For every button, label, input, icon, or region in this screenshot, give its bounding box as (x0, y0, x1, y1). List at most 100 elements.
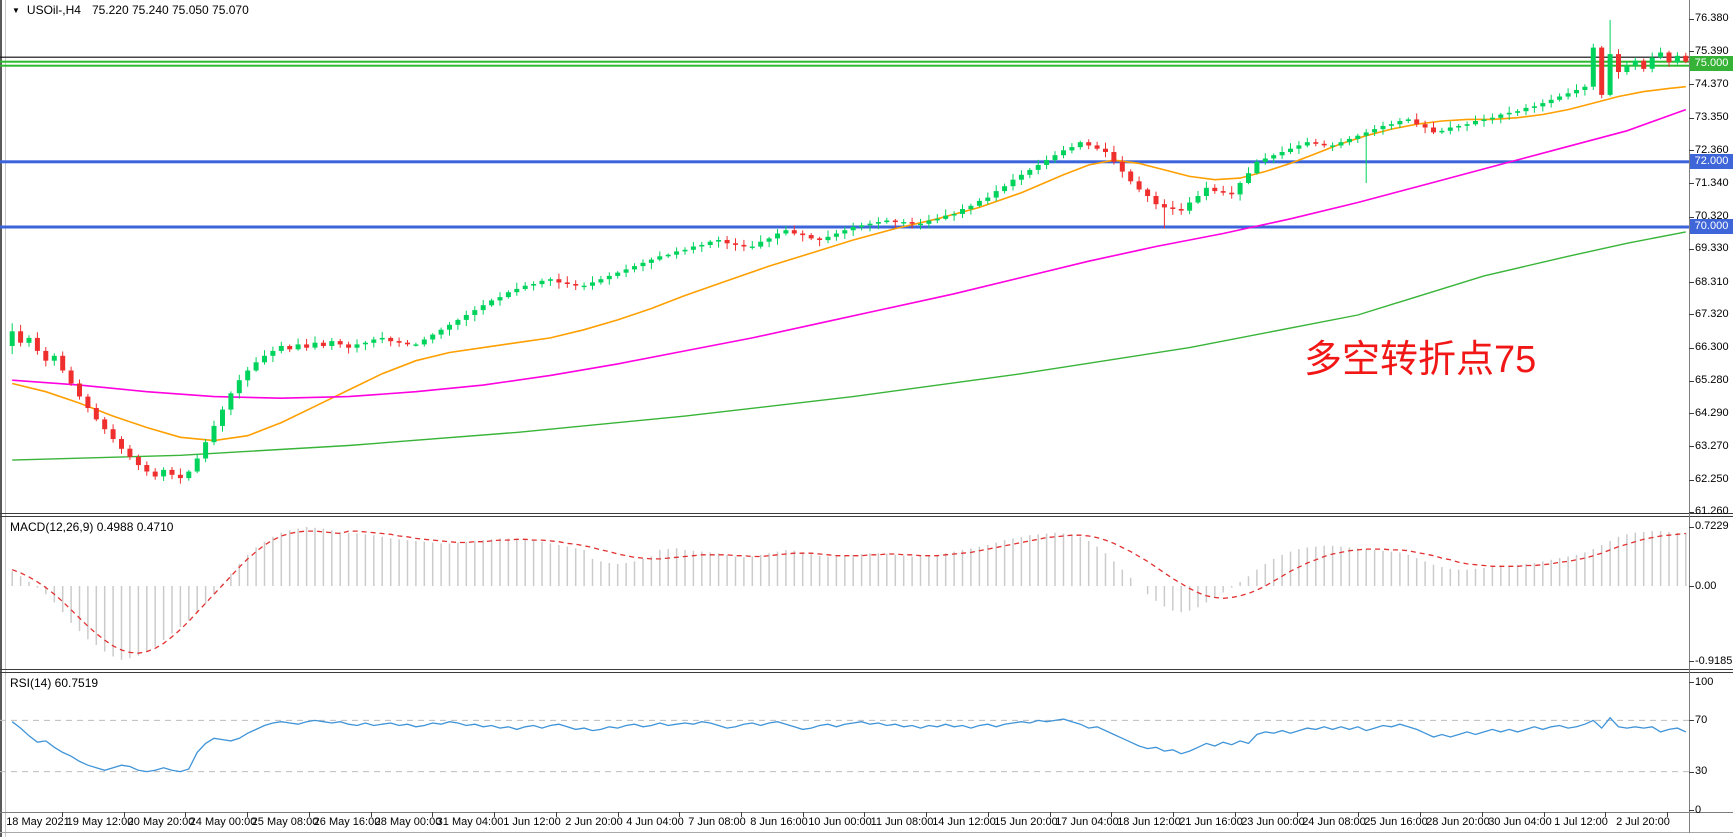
price-tick-dash (1689, 381, 1694, 382)
macd-tick-dash (1689, 661, 1694, 662)
time-tick-label: 31 May 04:00 (436, 816, 504, 828)
time-tick-label: 15 Jun 20:00 (994, 816, 1058, 828)
rsi-panel-canvas[interactable] (0, 673, 1733, 813)
time-tick-dash (679, 812, 680, 817)
time-tick-label: 28 May 00:00 (374, 816, 442, 828)
time-tick-label: 4 Jun 04:00 (626, 816, 684, 828)
macd-tick-dash (1689, 527, 1694, 528)
time-tick-label: 28 Jun 20:00 (1426, 816, 1490, 828)
price-tick-label: 64.290 (1695, 407, 1729, 419)
time-tick-dash (1482, 812, 1483, 817)
time-tick-dash (62, 812, 63, 817)
price-tick-label: 61.260 (1695, 505, 1729, 517)
rsi-tick-dash (1689, 682, 1694, 683)
macd-tick-label: 0.7229 (1695, 520, 1729, 532)
price-tick-dash (1689, 19, 1694, 20)
rsi-tick-label: 30 (1695, 765, 1708, 777)
time-tick-dash (1605, 812, 1606, 817)
time-axis-border (0, 812, 1733, 813)
time-tick-label: 19 May 12:00 (66, 816, 134, 828)
time-tick-dash (124, 812, 125, 817)
time-tick-label: 18 May 2021 (6, 816, 70, 828)
time-tick-dash (1544, 812, 1545, 817)
symbol-dropdown-icon[interactable]: ▼ (12, 5, 20, 15)
main-chart-canvas[interactable] (0, 0, 1733, 513)
price-tick-dash (1689, 446, 1694, 447)
price-tick-label: 73.350 (1695, 111, 1729, 123)
time-tick-label: 1 Jul 12:00 (1554, 816, 1608, 828)
window-left-border (0, 0, 2, 837)
macd-panel-canvas[interactable] (0, 517, 1733, 669)
rsi-tick-label: 0 (1695, 804, 1702, 816)
time-tick-dash (1173, 812, 1174, 817)
price-tick-label: 67.320 (1695, 308, 1729, 320)
price-level-badge: 70.000 (1690, 219, 1733, 234)
time-tick-dash (741, 812, 742, 817)
time-tick-dash (185, 812, 186, 817)
ohlc-values: 75.220 75.240 75.050 75.070 (91, 3, 249, 17)
panel-separator[interactable] (0, 513, 1733, 514)
symbol-title: USOil-,H4 (26, 3, 81, 17)
annotation-text: 多空转折点75 (1304, 339, 1537, 381)
time-tick-dash (432, 812, 433, 817)
level-lines-group (0, 56, 1690, 229)
window-left-border-inner (5, 0, 6, 837)
time-tick-label: 2 Jun 20:00 (565, 816, 623, 828)
time-tick-dash (1050, 812, 1051, 817)
time-tick-dash (247, 812, 248, 817)
price-tick-dash (1689, 249, 1694, 250)
macd-signal-line (11, 530, 1686, 654)
rsi-tick-dash (1689, 720, 1694, 721)
panel-separator[interactable] (0, 669, 1733, 670)
time-tick-dash (494, 812, 495, 817)
time-tick-dash (309, 812, 310, 817)
price-tick-label: 63.270 (1695, 440, 1729, 452)
price-tick-dash (1689, 282, 1694, 283)
time-tick-label: 14 Jun 12:00 (932, 816, 996, 828)
fast-ma-line (12, 85, 1686, 442)
time-tick-label: 18 Jun 12:00 (1117, 816, 1181, 828)
rsi-tick-dash (1689, 810, 1694, 811)
time-tick-label: 25 May 08:00 (251, 816, 319, 828)
price-tick-label: 75.390 (1695, 45, 1729, 57)
time-tick-dash (1358, 812, 1359, 817)
time-tick-label: 21 Jun 16:00 (1179, 816, 1243, 828)
price-tick-label: 68.310 (1695, 276, 1729, 288)
price-tick-label: 62.250 (1695, 473, 1729, 485)
time-tick-label: 17 Jun 04:00 (1055, 816, 1119, 828)
rsi-tick-label: 70 (1695, 714, 1708, 726)
time-tick-label: 24 Jun 08:00 (1302, 816, 1366, 828)
price-tick-label: 72.360 (1695, 144, 1729, 156)
time-tick-label: 20 May 20:00 (127, 816, 195, 828)
window-bottom-border (0, 832, 1733, 833)
rsi-tick-label: 100 (1695, 676, 1714, 688)
macd-tick-dash (1689, 586, 1694, 587)
price-tick-dash (1689, 512, 1694, 513)
time-tick-label: 30 Jun 04:00 (1488, 816, 1552, 828)
macd-tick-label: -0.9185 (1695, 655, 1733, 667)
price-tick-label: 69.330 (1695, 242, 1729, 254)
time-tick-dash (926, 812, 927, 817)
price-tick-label: 71.340 (1695, 177, 1729, 189)
current-price-line (0, 56, 1690, 58)
time-tick-label: 1 Jun 12:00 (503, 816, 561, 828)
price-level-badge: 72.000 (1690, 154, 1733, 169)
time-tick-label: 24 May 00:00 (189, 816, 257, 828)
panel-separator (0, 672, 1733, 673)
time-tick-dash (1111, 812, 1112, 817)
price-tick-dash (1689, 118, 1694, 119)
time-tick-label: 10 Jun 00:00 (808, 816, 872, 828)
macd-indicator-label: MACD(12,26,9) 0.4988 0.4710 (10, 520, 174, 534)
time-tick-dash (556, 812, 557, 817)
time-tick-label: 11 Jun 08:00 (870, 816, 934, 828)
time-tick-dash (618, 812, 619, 817)
price-level-badge: 75.000 (1690, 56, 1733, 71)
candles-group (9, 19, 1689, 484)
time-tick-dash (1667, 812, 1668, 817)
price-tick-dash (1689, 413, 1694, 414)
price-tick-dash (1689, 480, 1694, 481)
price-tick-dash (1689, 51, 1694, 52)
price-tick-dash (1689, 314, 1694, 315)
price-tick-dash (1689, 217, 1694, 218)
